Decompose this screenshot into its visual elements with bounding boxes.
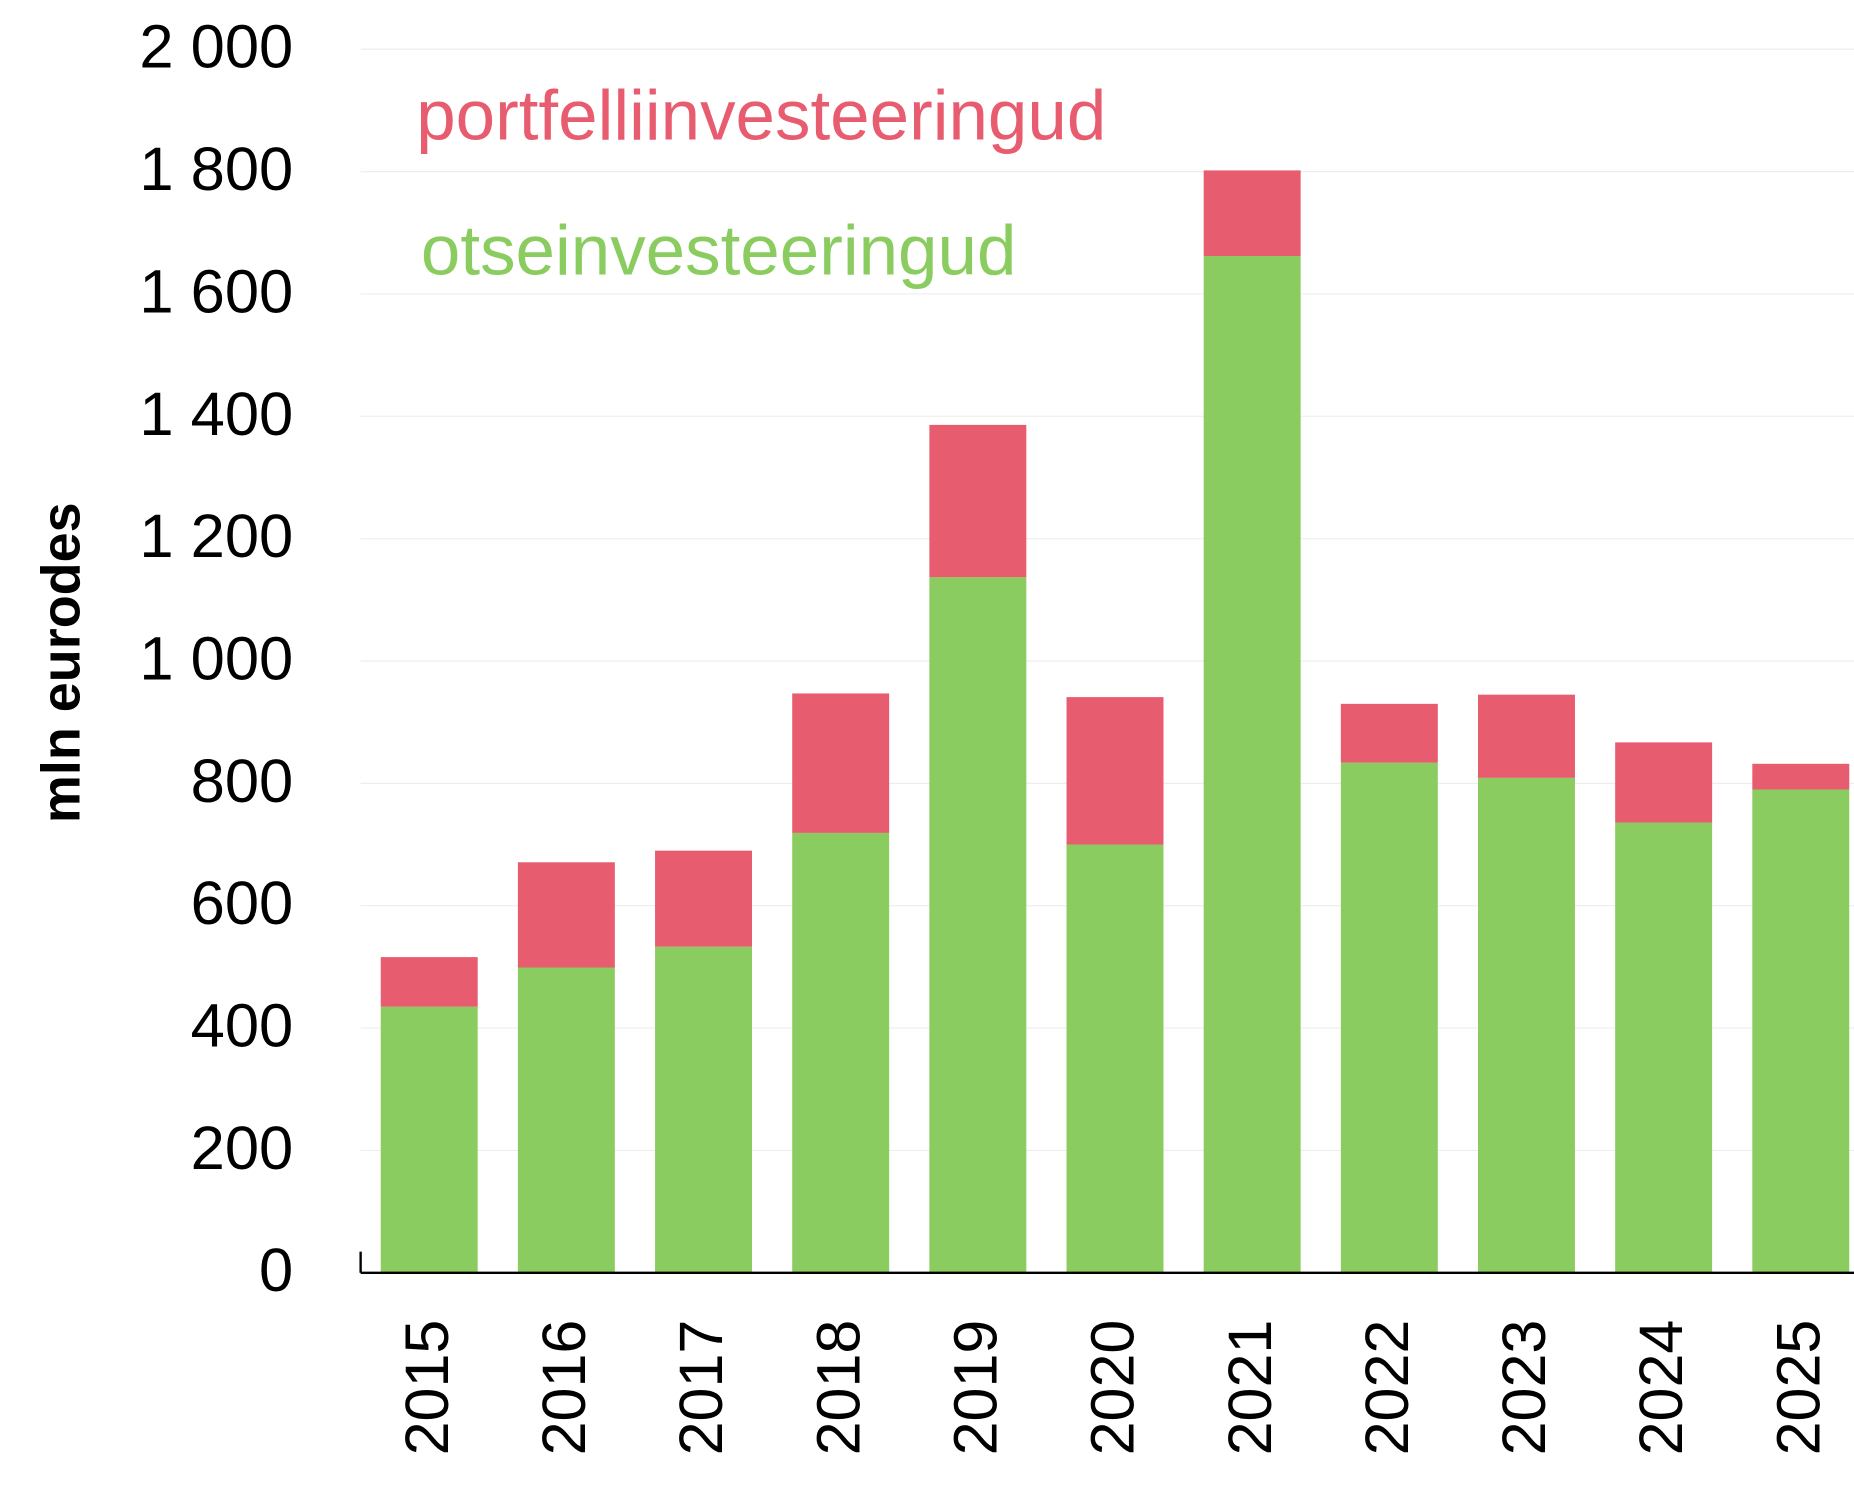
bar-segment <box>380 1006 478 1273</box>
bar-segment <box>1477 694 1575 778</box>
x-tick-label: 2016 <box>530 1320 598 1456</box>
bar-segment <box>929 424 1027 578</box>
bar-segment <box>1066 844 1164 1273</box>
bar-segment <box>517 967 615 1273</box>
y-axis-label: mln eurodes <box>31 502 91 823</box>
y-tick-label: 200 <box>191 1114 294 1182</box>
x-tick-label: 2015 <box>393 1320 461 1456</box>
x-tick-label: 2019 <box>941 1320 1009 1456</box>
bar-segment <box>655 850 753 947</box>
bar-segment <box>1340 762 1438 1273</box>
legend-label: portfelliinvesteeringud <box>416 76 1106 155</box>
bar-segment <box>792 832 890 1273</box>
x-tick-label: 2017 <box>667 1320 735 1456</box>
x-tick-label: 2022 <box>1353 1320 1421 1456</box>
bar-segment <box>1340 703 1438 763</box>
y-tick-label: 600 <box>191 869 294 937</box>
bar-segment <box>380 957 478 1007</box>
y-tick-label: 1 400 <box>139 380 293 448</box>
y-tick-label: 1 200 <box>139 502 293 570</box>
y-tick-label: 400 <box>191 992 294 1060</box>
y-tick-label: 1 600 <box>139 258 293 326</box>
legend-label: otseinvesteeringud <box>421 211 1016 290</box>
x-tick-label: 2018 <box>804 1320 872 1456</box>
x-tick-label: 2025 <box>1764 1320 1832 1456</box>
bar-segment <box>1752 789 1850 1273</box>
bar-segment <box>792 693 890 833</box>
bar-segment <box>655 946 753 1273</box>
y-tick-label: 1 000 <box>139 625 293 693</box>
bar-segment <box>1477 777 1575 1273</box>
bar-segment <box>1752 763 1850 790</box>
bar-segment <box>929 577 1027 1273</box>
bar-segment <box>1615 742 1713 823</box>
y-tick-label: 2 000 <box>139 13 293 81</box>
y-tick-label: 1 800 <box>139 135 293 203</box>
bar-segment <box>517 862 615 968</box>
x-tick-label: 2023 <box>1490 1320 1558 1456</box>
bar-segment <box>1066 697 1164 845</box>
bar-segment <box>1615 822 1713 1273</box>
x-tick-label: 2020 <box>1078 1320 1146 1456</box>
x-tick-label: 2021 <box>1216 1320 1284 1456</box>
y-tick-label: 800 <box>191 747 294 815</box>
bar-segment <box>1203 256 1301 1273</box>
x-tick-label: 2024 <box>1627 1320 1695 1456</box>
bar-segment <box>1203 170 1301 257</box>
y-tick-label: 0 <box>259 1236 293 1304</box>
